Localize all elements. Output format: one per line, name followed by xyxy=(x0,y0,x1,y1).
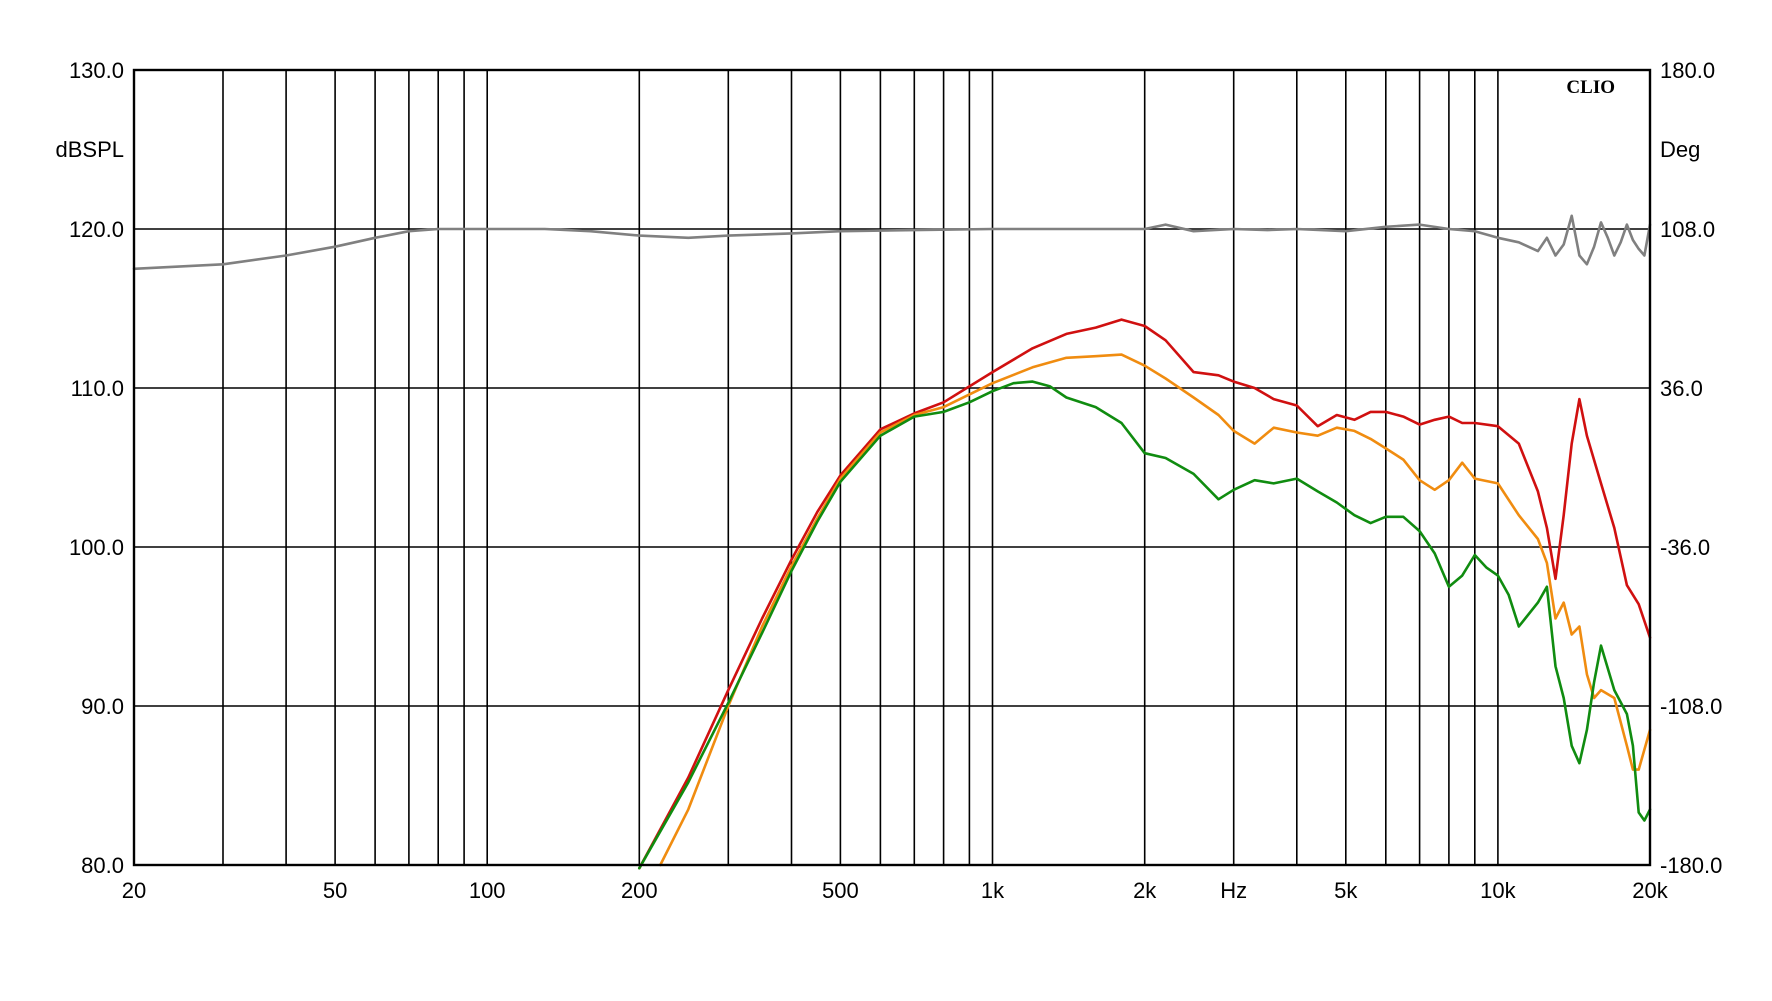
plot-frame xyxy=(132,68,1652,867)
x-tick-label: 5k xyxy=(1334,878,1358,903)
x-tick-label: 2k xyxy=(1133,878,1157,903)
tick-labels: 20 50 100 200 500 1k 2k 5k 10k 20k 130.0 120.0 110.0… xyxy=(69,58,1722,903)
y-right-tick-label: -36.0 xyxy=(1660,535,1710,560)
y-right-tick-label: -108.0 xyxy=(1660,694,1722,719)
spl-curve-3 xyxy=(637,380,1652,870)
series-layer xyxy=(132,214,1652,870)
x-axis-label: Hz xyxy=(1220,878,1247,903)
x-tick-label: 1k xyxy=(981,878,1005,903)
y-left-tick-label: 130.0 xyxy=(69,58,124,83)
y-axis-right-label: Deg xyxy=(1660,137,1700,162)
y-left-tick-label: 100.0 xyxy=(69,535,124,560)
brand-logo: CLIO xyxy=(1566,77,1615,98)
spl-curve-1 xyxy=(637,318,1652,870)
x-tick-label: 20 xyxy=(122,878,146,903)
spl-curve-2 xyxy=(658,353,1652,867)
x-tick-label: 200 xyxy=(621,878,658,903)
y-left-tick-label: 110.0 xyxy=(71,376,124,401)
y-right-tick-label: 36.0 xyxy=(1660,376,1703,401)
phase-curve-0 xyxy=(132,214,1652,271)
x-tick-label: 10k xyxy=(1480,878,1516,903)
y-right-tick-label: 108.0 xyxy=(1660,217,1715,242)
y-axis-left-label: dBSPL xyxy=(56,137,125,162)
x-tick-label: 20k xyxy=(1632,878,1668,903)
y-right-tick-label: -180.0 xyxy=(1660,853,1722,878)
y-left-tick-label: 120.0 xyxy=(69,217,124,242)
x-tick-label: 50 xyxy=(323,878,347,903)
x-tick-label: 500 xyxy=(822,878,859,903)
x-tick-label: 100 xyxy=(469,878,506,903)
y-left-tick-label: 80.0 xyxy=(81,853,124,878)
y-right-tick-label: 180.0 xyxy=(1660,58,1715,83)
y-left-tick-label: 90.0 xyxy=(81,694,124,719)
